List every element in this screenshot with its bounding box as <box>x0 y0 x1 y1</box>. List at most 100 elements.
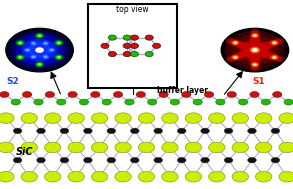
Circle shape <box>275 38 284 44</box>
Circle shape <box>252 34 258 37</box>
Circle shape <box>275 57 284 62</box>
Circle shape <box>108 51 116 57</box>
Circle shape <box>232 113 248 123</box>
Circle shape <box>35 61 44 67</box>
Circle shape <box>6 28 73 72</box>
Circle shape <box>270 40 279 46</box>
Circle shape <box>244 44 257 53</box>
Circle shape <box>272 39 282 45</box>
Circle shape <box>138 142 155 153</box>
Circle shape <box>271 128 280 134</box>
Circle shape <box>250 47 260 53</box>
Circle shape <box>250 59 260 66</box>
Circle shape <box>251 33 259 38</box>
Circle shape <box>253 44 266 53</box>
Circle shape <box>153 43 161 48</box>
Circle shape <box>0 113 14 123</box>
Circle shape <box>204 91 214 98</box>
Circle shape <box>48 48 55 52</box>
Circle shape <box>159 91 168 98</box>
Circle shape <box>154 128 163 134</box>
Circle shape <box>272 55 282 61</box>
Circle shape <box>185 142 202 153</box>
Circle shape <box>249 54 261 62</box>
Circle shape <box>279 142 293 153</box>
Circle shape <box>123 51 131 57</box>
Circle shape <box>249 56 261 64</box>
Circle shape <box>248 128 256 134</box>
Circle shape <box>54 40 64 46</box>
Circle shape <box>28 43 51 58</box>
Circle shape <box>279 113 293 123</box>
Circle shape <box>216 99 225 105</box>
Circle shape <box>201 128 209 134</box>
Circle shape <box>91 91 100 98</box>
Circle shape <box>21 113 38 123</box>
Circle shape <box>125 99 134 105</box>
Circle shape <box>68 113 84 123</box>
Circle shape <box>84 128 92 134</box>
Circle shape <box>115 113 131 123</box>
Text: buffer layer: buffer layer <box>157 86 208 95</box>
Circle shape <box>57 56 61 59</box>
Circle shape <box>42 55 49 59</box>
Circle shape <box>108 35 116 40</box>
Circle shape <box>201 157 209 163</box>
Circle shape <box>18 56 23 59</box>
Circle shape <box>250 91 259 98</box>
Circle shape <box>91 171 108 182</box>
Circle shape <box>265 41 276 48</box>
Circle shape <box>255 171 272 182</box>
Circle shape <box>22 39 57 61</box>
Circle shape <box>0 91 9 98</box>
Circle shape <box>162 171 178 182</box>
Circle shape <box>145 51 153 57</box>
Circle shape <box>248 157 256 163</box>
Circle shape <box>21 171 38 182</box>
Circle shape <box>271 41 277 45</box>
Circle shape <box>231 54 241 60</box>
Circle shape <box>248 42 262 51</box>
Circle shape <box>54 54 64 60</box>
Circle shape <box>130 43 139 48</box>
Circle shape <box>256 49 269 57</box>
Circle shape <box>68 142 84 153</box>
Circle shape <box>23 91 32 98</box>
Circle shape <box>84 157 92 163</box>
Circle shape <box>269 40 279 46</box>
Circle shape <box>37 157 45 163</box>
Circle shape <box>11 99 21 105</box>
Circle shape <box>259 42 271 50</box>
Circle shape <box>232 171 248 182</box>
Circle shape <box>262 51 274 59</box>
Circle shape <box>154 157 163 163</box>
Circle shape <box>162 142 178 153</box>
Circle shape <box>50 49 54 51</box>
Circle shape <box>21 142 38 153</box>
Circle shape <box>232 142 248 153</box>
Circle shape <box>68 171 84 182</box>
Circle shape <box>45 142 61 153</box>
Circle shape <box>138 171 155 182</box>
Circle shape <box>231 35 278 65</box>
Circle shape <box>209 113 225 123</box>
Circle shape <box>234 56 237 58</box>
Circle shape <box>236 42 248 49</box>
Circle shape <box>123 35 131 40</box>
Circle shape <box>45 171 61 182</box>
Circle shape <box>224 128 233 134</box>
Circle shape <box>239 42 251 50</box>
Circle shape <box>209 171 225 182</box>
Circle shape <box>145 35 153 40</box>
Circle shape <box>136 91 146 98</box>
Circle shape <box>101 43 109 48</box>
Circle shape <box>115 171 131 182</box>
Text: S2: S2 <box>6 77 19 87</box>
Circle shape <box>244 47 257 56</box>
Circle shape <box>68 91 77 98</box>
Circle shape <box>284 99 293 105</box>
Text: SiC: SiC <box>16 147 34 157</box>
Circle shape <box>162 113 178 123</box>
Circle shape <box>147 99 157 105</box>
Circle shape <box>123 43 131 48</box>
